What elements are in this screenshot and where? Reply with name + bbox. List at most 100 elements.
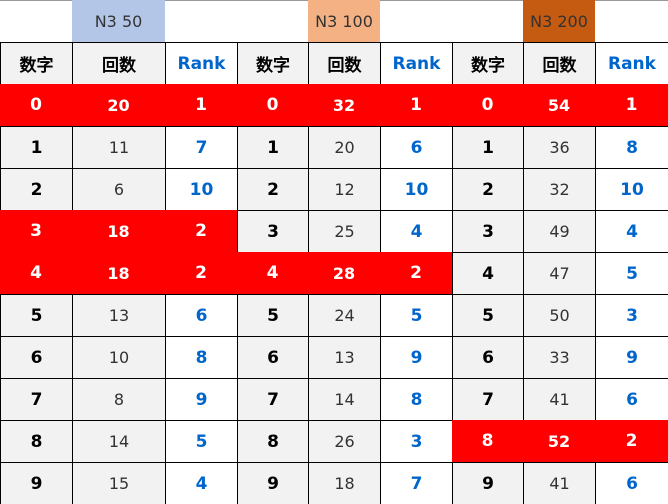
column-header-number[interactable]: 数字: [0, 42, 73, 85]
table-cell-number[interactable]: 4: [0, 252, 72, 294]
table-cell-count[interactable]: 20: [72, 84, 165, 126]
table-cell-count[interactable]: 10: [72, 336, 166, 379]
table-cell-number[interactable]: 6: [452, 336, 524, 379]
table-cell-number[interactable]: 5: [0, 294, 73, 337]
table-cell-count[interactable]: 25: [308, 210, 381, 253]
table-cell-count[interactable]: 49: [523, 210, 596, 253]
table-cell-rank[interactable]: 9: [595, 336, 668, 379]
table-cell-number[interactable]: 6: [237, 336, 309, 379]
table-cell-rank[interactable]: 10: [165, 168, 238, 211]
table-cell-rank[interactable]: 5: [165, 420, 238, 463]
table-cell-number[interactable]: 9: [0, 462, 73, 504]
table-cell-count[interactable]: 41: [523, 378, 596, 421]
table-cell-number[interactable]: 9: [452, 462, 524, 504]
table-cell-rank[interactable]: 7: [380, 462, 453, 504]
table-cell-number[interactable]: 9: [237, 462, 309, 504]
table-cell-number[interactable]: 2: [237, 168, 309, 211]
table-cell-count[interactable]: 11: [72, 126, 166, 169]
table-cell-count[interactable]: 18: [72, 210, 165, 252]
table-cell-number[interactable]: 5: [452, 294, 524, 337]
table-cell-count[interactable]: 47: [523, 252, 596, 295]
table-cell-number[interactable]: 3: [237, 210, 309, 253]
table-cell-count[interactable]: 41: [523, 462, 596, 504]
table-cell-rank[interactable]: 3: [595, 294, 668, 337]
table-cell-rank[interactable]: 10: [380, 168, 453, 211]
table-cell-rank[interactable]: 8: [595, 126, 668, 169]
table-cell-count[interactable]: 12: [308, 168, 381, 211]
group-title[interactable]: N3 50: [72, 0, 165, 42]
table-cell-number[interactable]: 8: [0, 420, 73, 463]
table-cell-rank[interactable]: 1: [380, 84, 452, 126]
table-cell-count[interactable]: 33: [523, 336, 596, 379]
table-cell-rank[interactable]: 1: [595, 84, 668, 126]
group-title[interactable]: N3 200: [523, 0, 595, 42]
table-cell-rank[interactable]: 3: [380, 420, 453, 463]
table-cell-rank[interactable]: 6: [595, 378, 668, 421]
table-cell-count[interactable]: 54: [523, 84, 595, 126]
table-cell-number[interactable]: 4: [237, 252, 308, 294]
table-cell-rank[interactable]: 2: [380, 252, 452, 294]
table-cell-count[interactable]: 50: [523, 294, 596, 337]
table-cell-rank[interactable]: 6: [595, 462, 668, 504]
table-cell-count[interactable]: 32: [308, 84, 380, 126]
table-cell-rank[interactable]: 4: [165, 462, 238, 504]
table-cell-count[interactable]: 13: [308, 336, 381, 379]
table-cell-rank[interactable]: 4: [380, 210, 453, 253]
table-cell-rank[interactable]: 9: [165, 378, 238, 421]
table-cell-number[interactable]: 1: [237, 126, 309, 169]
table-cell-number[interactable]: 3: [452, 210, 524, 253]
table-cell-number[interactable]: 7: [237, 378, 309, 421]
table-cell-count[interactable]: 14: [72, 420, 166, 463]
table-cell-number[interactable]: 0: [452, 84, 523, 126]
table-cell-rank[interactable]: 6: [165, 294, 238, 337]
table-cell-count[interactable]: 13: [72, 294, 166, 337]
column-header-count[interactable]: 回数: [523, 42, 596, 85]
table-cell-rank[interactable]: 7: [165, 126, 238, 169]
table-cell-number[interactable]: 1: [0, 126, 73, 169]
table-cell-count[interactable]: 52: [523, 420, 595, 462]
table-cell-number[interactable]: 8: [237, 420, 309, 463]
table-cell-number[interactable]: 8: [452, 420, 523, 462]
table-cell-rank[interactable]: 1: [165, 84, 237, 126]
table-cell-number[interactable]: 0: [237, 84, 308, 126]
table-cell-count[interactable]: 26: [308, 420, 381, 463]
table-cell-count[interactable]: 20: [308, 126, 381, 169]
table-cell-number[interactable]: 0: [0, 84, 72, 126]
column-header-count[interactable]: 回数: [72, 42, 166, 85]
table-cell-count[interactable]: 8: [72, 378, 166, 421]
table-cell-number[interactable]: 4: [452, 252, 524, 295]
table-cell-rank[interactable]: 5: [380, 294, 453, 337]
table-cell-number[interactable]: 1: [452, 126, 524, 169]
column-header-number[interactable]: 数字: [237, 42, 309, 85]
table-cell-number[interactable]: 7: [452, 378, 524, 421]
table-cell-rank[interactable]: 4: [595, 210, 668, 253]
table-cell-rank[interactable]: 8: [165, 336, 238, 379]
table-cell-rank[interactable]: 6: [380, 126, 453, 169]
column-header-rank[interactable]: Rank: [380, 42, 453, 85]
column-header-rank[interactable]: Rank: [595, 42, 668, 85]
table-cell-rank[interactable]: 2: [165, 252, 237, 294]
table-cell-count[interactable]: 24: [308, 294, 381, 337]
table-cell-count[interactable]: 15: [72, 462, 166, 504]
table-cell-count[interactable]: 6: [72, 168, 166, 211]
table-cell-count[interactable]: 28: [308, 252, 380, 294]
table-cell-number[interactable]: 7: [0, 378, 73, 421]
table-cell-number[interactable]: 2: [0, 168, 73, 211]
table-cell-count[interactable]: 18: [308, 462, 381, 504]
column-header-rank[interactable]: Rank: [165, 42, 238, 85]
table-cell-rank[interactable]: 10: [595, 168, 668, 211]
table-cell-number[interactable]: 2: [452, 168, 524, 211]
table-cell-rank[interactable]: 8: [380, 378, 453, 421]
table-cell-rank[interactable]: 2: [595, 420, 668, 462]
table-cell-count[interactable]: 32: [523, 168, 596, 211]
table-cell-rank[interactable]: 5: [595, 252, 668, 295]
table-cell-count[interactable]: 18: [72, 252, 165, 294]
table-cell-rank[interactable]: 9: [380, 336, 453, 379]
group-title[interactable]: N3 100: [308, 0, 380, 42]
column-header-number[interactable]: 数字: [452, 42, 524, 85]
table-cell-rank[interactable]: 2: [165, 210, 237, 252]
table-cell-number[interactable]: 5: [237, 294, 309, 337]
column-header-count[interactable]: 回数: [308, 42, 381, 85]
table-cell-count[interactable]: 36: [523, 126, 596, 169]
table-cell-number[interactable]: 3: [0, 210, 72, 252]
